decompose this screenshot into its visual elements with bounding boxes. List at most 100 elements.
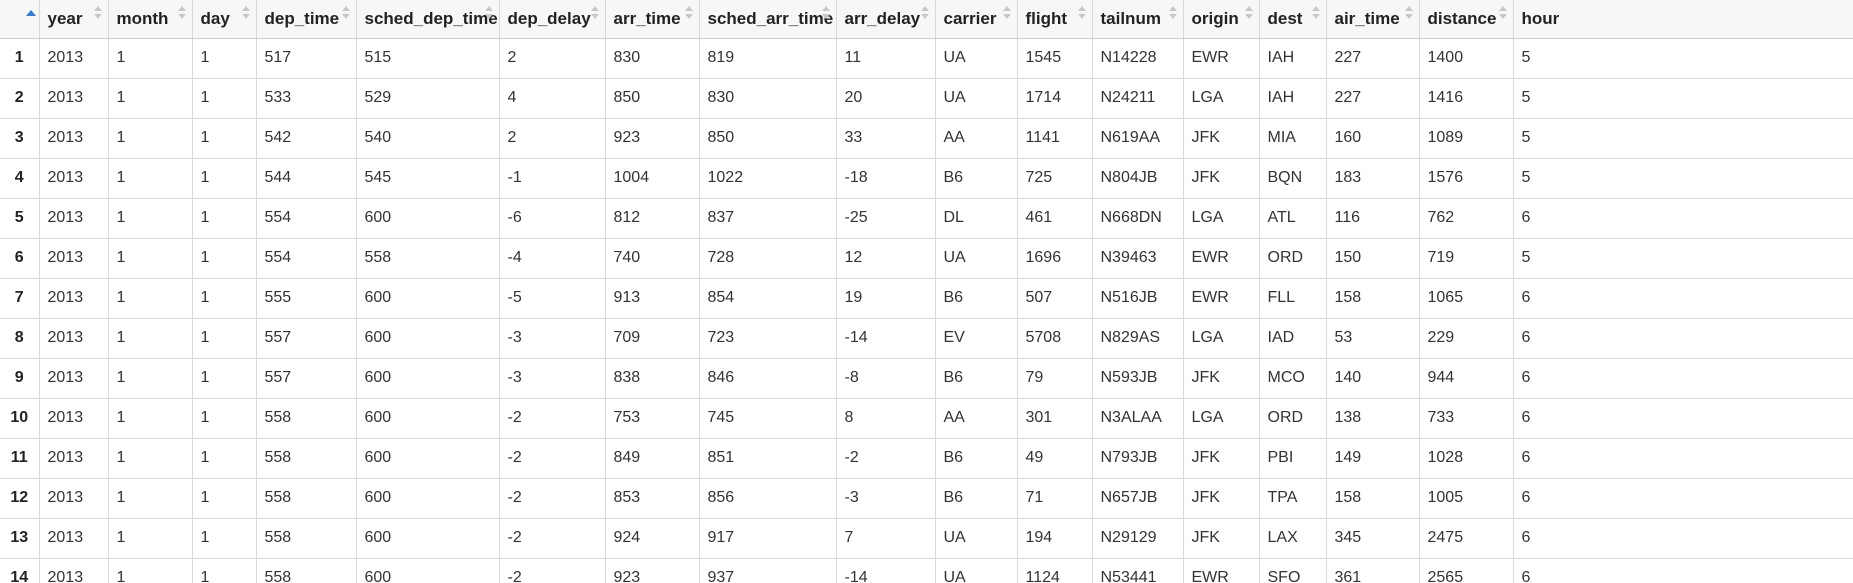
column-header-carrier[interactable]: carrier bbox=[935, 0, 1018, 39]
table-cell: 812 bbox=[605, 198, 700, 239]
column-header-sched-dep-time[interactable]: sched_dep_time bbox=[356, 0, 500, 39]
column-label: air_time bbox=[1334, 8, 1400, 28]
sort-icon[interactable] bbox=[684, 6, 693, 20]
table-row[interactable]: 6 2013 1 1 554 558 -4 740 728 12 UA 1696 N39463 EWR OR… bbox=[0, 238, 1853, 279]
table-cell: 2013 bbox=[39, 318, 109, 359]
sort-icon[interactable] bbox=[821, 6, 830, 20]
table-row[interactable]: 1 2013 1 1 517 515 2 830 819 11 UA 1545 N14228 EWR IAH… bbox=[0, 38, 1853, 79]
column-header-month[interactable]: month bbox=[108, 0, 193, 39]
table-cell: 830 bbox=[605, 38, 700, 79]
sort-icon[interactable] bbox=[1168, 6, 1177, 20]
sort-icon[interactable] bbox=[1311, 6, 1320, 20]
sort-icon[interactable] bbox=[177, 6, 186, 20]
table-cell: 20 bbox=[836, 78, 936, 119]
table-cell: 819 bbox=[699, 38, 837, 79]
sort-icon[interactable] bbox=[341, 6, 350, 20]
table-cell: 2013 bbox=[39, 238, 109, 279]
column-header-dest[interactable]: dest bbox=[1259, 0, 1327, 39]
table-cell: 12 bbox=[836, 238, 936, 279]
table-cell: -3 bbox=[499, 358, 606, 399]
table-cell: 2565 bbox=[1419, 558, 1514, 583]
column-header-day[interactable]: day bbox=[192, 0, 257, 39]
table-cell: 709 bbox=[605, 318, 700, 359]
sort-icon[interactable] bbox=[241, 6, 250, 20]
table-cell: JFK bbox=[1183, 518, 1260, 559]
column-header-arr-time[interactable]: arr_time bbox=[605, 0, 700, 39]
table-row[interactable]: 9 2013 1 1 557 600 -3 838 846 -8 B6 79 N593JB JFK MCO 1… bbox=[0, 358, 1853, 399]
column-header-hour[interactable]: hour bbox=[1513, 0, 1853, 39]
table-row[interactable]: 8 2013 1 1 557 600 -3 709 723 -14 EV 5708 N829AS LGA I… bbox=[0, 318, 1853, 359]
table-row[interactable]: 2 2013 1 1 533 529 4 850 830 20 UA 1714 N24211 LGA IAH… bbox=[0, 78, 1853, 119]
table-row[interactable]: 4 2013 1 1 544 545 -1 1004 1022 -18 B6 725 N804JB JFK… bbox=[0, 158, 1853, 199]
table-cell: -2 bbox=[499, 398, 606, 439]
table-cell: 850 bbox=[699, 118, 837, 159]
sort-ascending-icon[interactable] bbox=[26, 10, 36, 16]
sort-icon[interactable] bbox=[484, 6, 493, 20]
column-header-dep-time[interactable]: dep_time bbox=[256, 0, 357, 39]
column-header-sched-arr-time[interactable]: sched_arr_time bbox=[699, 0, 837, 39]
table-cell: 1 bbox=[192, 438, 257, 479]
column-header-flight[interactable]: flight bbox=[1017, 0, 1093, 39]
table-cell: B6 bbox=[935, 478, 1018, 519]
column-header-dep-delay[interactable]: dep_delay bbox=[499, 0, 606, 39]
table-cell: 150 bbox=[1326, 238, 1420, 279]
table-cell: 1 bbox=[192, 398, 257, 439]
row-number-header[interactable] bbox=[0, 0, 40, 39]
column-label: carrier bbox=[943, 8, 997, 28]
table-cell: 227 bbox=[1326, 78, 1420, 119]
table-row[interactable]: 10 2013 1 1 558 600 -2 753 745 8 AA 301 N3ALAA LGA ORD… bbox=[0, 398, 1853, 439]
table-cell: IAH bbox=[1259, 38, 1327, 79]
column-header-distance[interactable]: distance bbox=[1419, 0, 1514, 39]
sort-icon[interactable] bbox=[1077, 6, 1086, 20]
table-row[interactable]: 11 2013 1 1 558 600 -2 849 851 -2 B6 49 N793JB JFK PBI… bbox=[0, 438, 1853, 479]
column-header-tailnum[interactable]: tailnum bbox=[1092, 0, 1184, 39]
sort-icon[interactable] bbox=[1498, 6, 1507, 20]
table-cell: 917 bbox=[699, 518, 837, 559]
sort-icon[interactable] bbox=[1244, 6, 1253, 20]
table-row[interactable]: 13 2013 1 1 558 600 -2 924 917 7 UA 194 N29129 JFK LAX… bbox=[0, 518, 1853, 559]
column-header-origin[interactable]: origin bbox=[1183, 0, 1260, 39]
table-cell: 1 bbox=[192, 318, 257, 359]
table-cell: ORD bbox=[1259, 398, 1327, 439]
table-cell: 1 bbox=[108, 278, 193, 319]
sort-icon[interactable] bbox=[1404, 6, 1413, 20]
table-cell: 6 bbox=[1513, 478, 1853, 519]
table-cell: 723 bbox=[699, 318, 837, 359]
table-cell: 913 bbox=[605, 278, 700, 319]
sort-icon[interactable] bbox=[1002, 6, 1011, 20]
table-row[interactable]: 12 2013 1 1 558 600 -2 853 856 -3 B6 71 N657JB JFK TPA… bbox=[0, 478, 1853, 519]
table-cell: 5 bbox=[1513, 238, 1853, 279]
table-cell: 1545 bbox=[1017, 38, 1093, 79]
table-cell: N24211 bbox=[1092, 78, 1184, 119]
table-row[interactable]: 5 2013 1 1 554 600 -6 812 837 -25 DL 461 N668DN LGA AT… bbox=[0, 198, 1853, 239]
table-cell: DL bbox=[935, 198, 1018, 239]
table-cell: 944 bbox=[1419, 358, 1514, 399]
table-cell: -14 bbox=[836, 558, 936, 583]
table-cell: 1089 bbox=[1419, 118, 1514, 159]
table-cell: JFK bbox=[1183, 358, 1260, 399]
table-cell: 116 bbox=[1326, 198, 1420, 239]
table-cell: 1124 bbox=[1017, 558, 1093, 583]
table-cell: 1065 bbox=[1419, 278, 1514, 319]
table-cell: 158 bbox=[1326, 278, 1420, 319]
sort-icon[interactable] bbox=[93, 6, 102, 20]
table-cell: N793JB bbox=[1092, 438, 1184, 479]
sort-icon[interactable] bbox=[590, 6, 599, 20]
table-row[interactable]: 7 2013 1 1 555 600 -5 913 854 19 B6 507 N516JB EWR FLL… bbox=[0, 278, 1853, 319]
column-header-year[interactable]: year bbox=[39, 0, 109, 39]
column-label: dep_delay bbox=[507, 8, 591, 28]
table-cell: 301 bbox=[1017, 398, 1093, 439]
table-row[interactable]: 3 2013 1 1 542 540 2 923 850 33 AA 1141 N619AA JFK MIA… bbox=[0, 118, 1853, 159]
column-header-air-time[interactable]: air_time bbox=[1326, 0, 1420, 39]
sort-icon[interactable] bbox=[920, 6, 929, 20]
table-cell: EWR bbox=[1183, 278, 1260, 319]
table-cell: JFK bbox=[1183, 158, 1260, 199]
column-label: tailnum bbox=[1100, 8, 1161, 28]
table-cell: 600 bbox=[356, 518, 500, 559]
row-number: 11 bbox=[0, 438, 40, 479]
table-row[interactable]: 14 2013 1 1 558 600 -2 923 937 -14 UA 1124 N53441 EWR… bbox=[0, 558, 1853, 583]
column-header-arr-delay[interactable]: arr_delay bbox=[836, 0, 936, 39]
table-cell: 1 bbox=[108, 198, 193, 239]
table-cell: 923 bbox=[605, 558, 700, 583]
table-cell: 49 bbox=[1017, 438, 1093, 479]
